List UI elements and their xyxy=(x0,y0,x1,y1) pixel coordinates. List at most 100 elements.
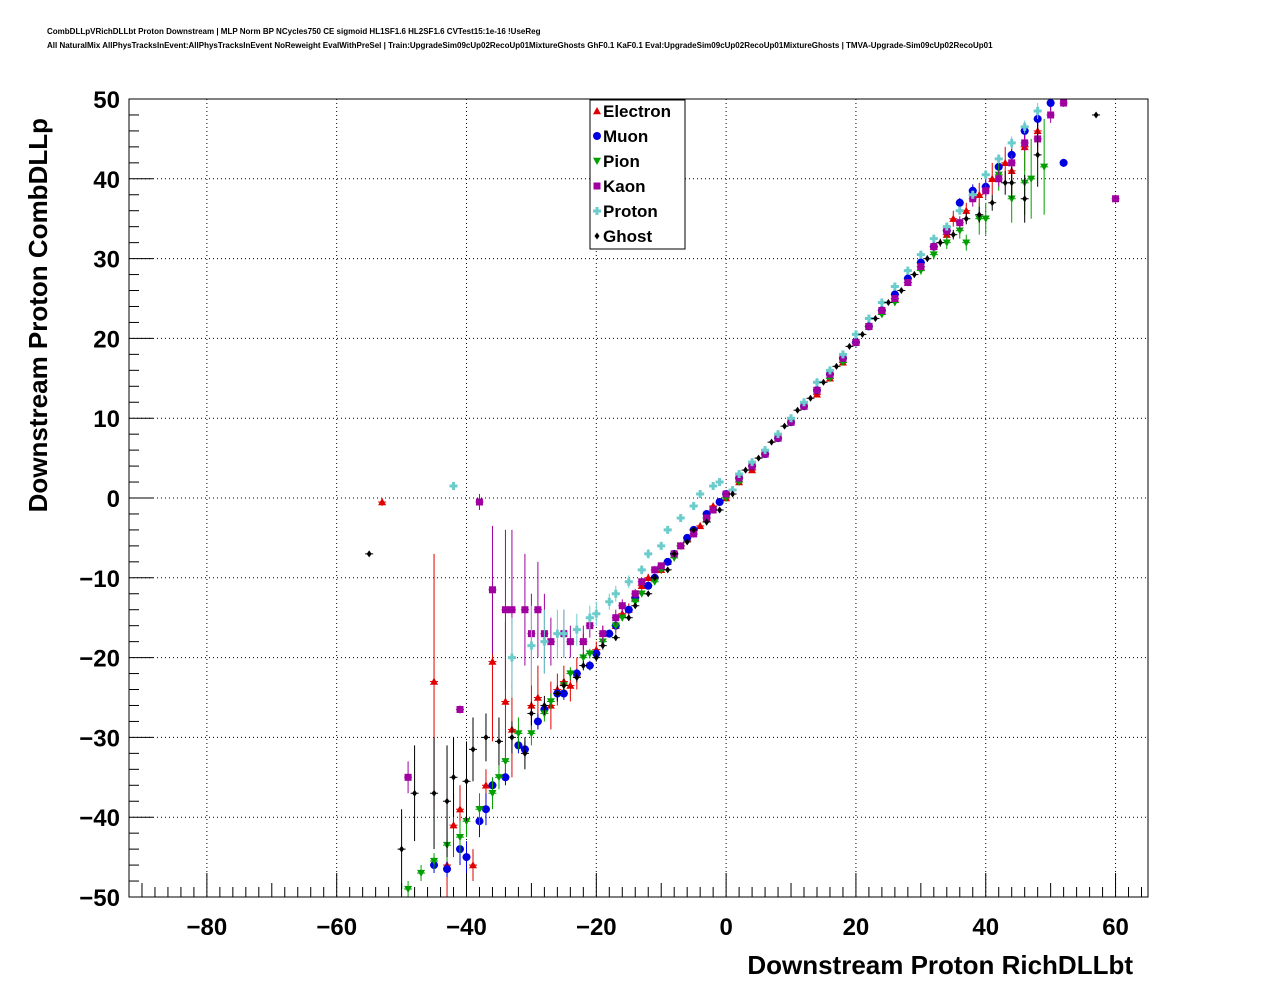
y-tick-label: 0 xyxy=(107,486,120,513)
data-point xyxy=(898,287,904,295)
data-point xyxy=(585,613,594,622)
data-point xyxy=(546,698,555,706)
data-point xyxy=(1033,106,1042,115)
data-point xyxy=(559,689,568,698)
data-point xyxy=(916,250,925,259)
data-point xyxy=(509,733,515,741)
data-point xyxy=(942,222,951,231)
data-point xyxy=(561,682,567,690)
data-point xyxy=(462,817,471,826)
data-point xyxy=(1112,195,1120,203)
x-tick-label: 20 xyxy=(843,914,870,941)
data-point xyxy=(501,758,510,766)
data-point xyxy=(795,406,801,414)
data-point xyxy=(605,597,614,606)
legend: Electron Muon Pion Kaon Proton Ghost xyxy=(589,99,686,250)
data-point xyxy=(456,705,464,713)
legend-label: Proton xyxy=(603,202,658,221)
data-point xyxy=(612,614,620,622)
series-proton xyxy=(449,102,1042,698)
data-point xyxy=(481,805,490,814)
data-point xyxy=(715,497,724,506)
data-point xyxy=(540,637,549,646)
y-tick-label: −20 xyxy=(79,646,120,673)
data-point xyxy=(501,606,509,614)
data-point xyxy=(982,187,990,195)
y-tick-label: −50 xyxy=(79,885,120,912)
data-point xyxy=(650,578,659,586)
data-point xyxy=(404,773,412,781)
legend-label: Electron xyxy=(603,102,671,121)
data-point xyxy=(878,306,886,314)
data-point xyxy=(730,490,736,498)
data-point xyxy=(572,625,581,634)
data-point xyxy=(637,565,646,574)
data-point xyxy=(995,175,1003,183)
data-point xyxy=(534,606,542,614)
data-point xyxy=(1093,111,1099,119)
data-point xyxy=(942,239,951,247)
data-point xyxy=(955,206,964,215)
data-point xyxy=(949,214,958,222)
data-point xyxy=(632,602,638,610)
data-point xyxy=(903,266,912,275)
data-point xyxy=(728,486,737,495)
data-point xyxy=(981,170,990,179)
data-point xyxy=(1007,195,1016,203)
legend-marker xyxy=(594,232,600,240)
data-point xyxy=(981,215,990,223)
axes: −80 −60 −40 −20 0 20 40 60 −50 −40 −30 −20 −10 0 10 20 3… xyxy=(79,87,1143,941)
data-point xyxy=(456,833,465,842)
data-point xyxy=(1007,138,1016,147)
legend-box xyxy=(589,99,686,250)
data-point xyxy=(715,478,724,487)
data-point xyxy=(864,314,873,323)
data-point xyxy=(807,394,813,402)
data-point xyxy=(462,853,471,862)
data-point xyxy=(585,661,594,670)
y-tick-label: 20 xyxy=(93,326,120,353)
legend-label: Kaon xyxy=(603,177,646,196)
data-point xyxy=(1020,122,1029,131)
data-point xyxy=(709,482,718,491)
data-point xyxy=(657,562,665,570)
data-point xyxy=(631,598,640,606)
legend-marker xyxy=(593,207,601,215)
data-point xyxy=(787,414,796,423)
data-point xyxy=(1009,179,1015,187)
y-tick-label: 30 xyxy=(93,247,120,274)
data-point xyxy=(696,521,705,530)
data-point xyxy=(613,634,619,642)
data-point xyxy=(618,602,626,610)
data-point xyxy=(877,298,886,307)
data-point xyxy=(468,861,477,869)
data-point xyxy=(955,198,964,207)
data-point xyxy=(566,670,575,678)
data-point xyxy=(872,314,878,322)
data-point xyxy=(488,657,497,665)
data-point xyxy=(481,781,490,789)
chart-title: CombDLLpVRichDLLbt Proton Downstream | M… xyxy=(47,27,541,36)
data-point xyxy=(593,654,599,662)
data-point xyxy=(1040,163,1049,171)
data-point xyxy=(929,251,938,259)
data-point xyxy=(665,566,671,574)
data-point xyxy=(994,154,1003,163)
data-point xyxy=(494,774,503,782)
x-tick-label: −40 xyxy=(446,914,487,941)
data-point xyxy=(574,674,580,682)
data-point xyxy=(533,693,542,701)
x-tick-label: 0 xyxy=(719,914,732,941)
x-tick-label: 40 xyxy=(972,914,999,941)
data-point xyxy=(585,650,594,658)
data-point xyxy=(599,630,607,638)
data-point xyxy=(644,581,653,590)
data-point xyxy=(696,490,705,499)
data-point xyxy=(1002,179,1008,187)
data-point xyxy=(579,638,587,646)
data-point xyxy=(717,506,723,514)
data-point xyxy=(443,865,452,874)
data-point xyxy=(988,174,997,182)
data-point xyxy=(507,653,516,662)
x-tick-label: −20 xyxy=(576,914,617,941)
